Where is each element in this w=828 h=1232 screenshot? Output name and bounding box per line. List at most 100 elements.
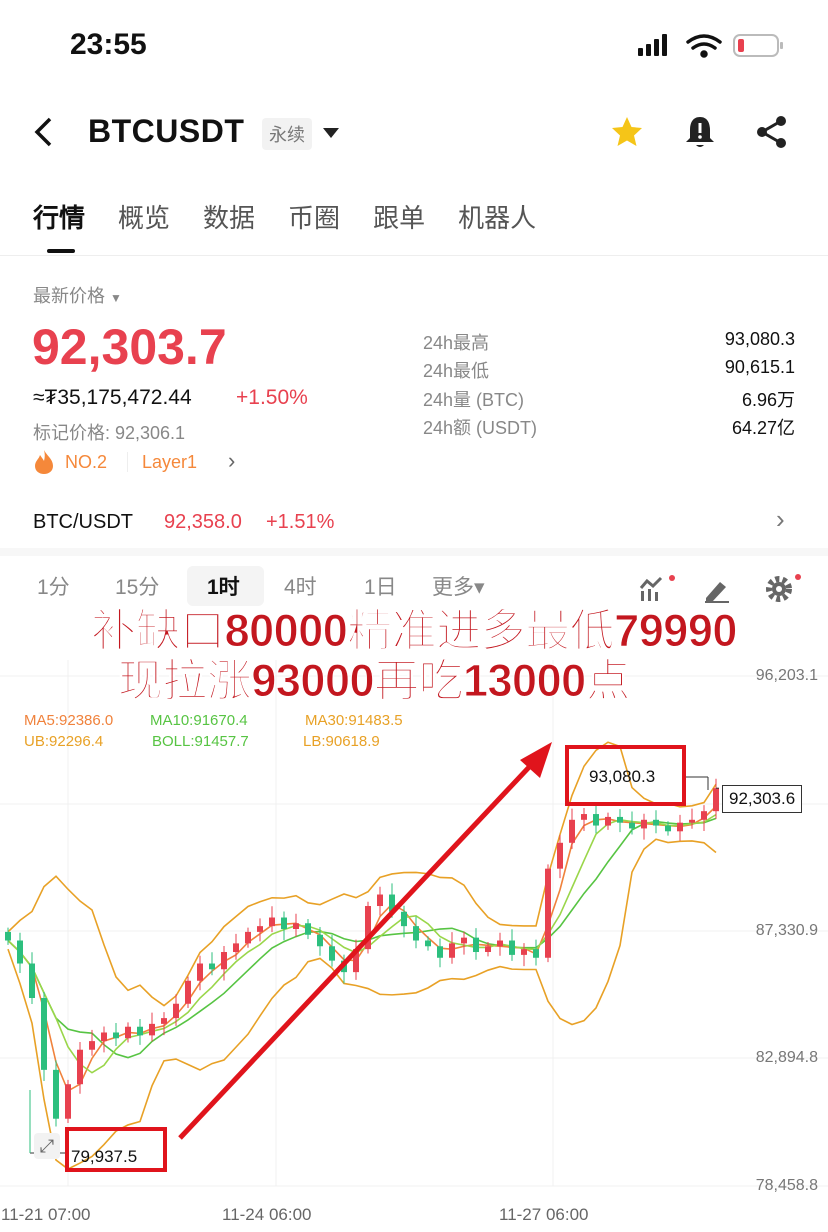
- candle-body: [77, 1049, 83, 1085]
- candle-body: [533, 949, 539, 958]
- symbol-title[interactable]: BTCUSDT: [88, 113, 245, 149]
- interval-15m[interactable]: 15分: [115, 576, 160, 599]
- tab-community[interactable]: 币圈: [288, 203, 341, 233]
- wifi-icon: [686, 34, 722, 58]
- share-icon[interactable]: [755, 115, 789, 149]
- main-tabs: 行情 概览 数据 币圈 跟单 机器人: [33, 198, 537, 253]
- candle-body: [521, 949, 527, 955]
- candle-body: [5, 931, 11, 941]
- gear-icon[interactable]: [764, 572, 808, 604]
- candle-body: [149, 1023, 155, 1036]
- back-icon[interactable]: [32, 116, 56, 148]
- candle-body: [161, 1018, 167, 1024]
- rank-badge[interactable]: NO.2: [65, 452, 108, 472]
- candle-body: [665, 825, 671, 832]
- fire-icon: [35, 450, 53, 474]
- candle-body: [317, 934, 323, 947]
- interval-4h[interactable]: 4时: [284, 576, 317, 599]
- spot-price: 92,358.0: [164, 511, 242, 533]
- expand-icon[interactable]: ⤢: [34, 1133, 60, 1159]
- candle-body: [329, 946, 335, 961]
- candle-body: [197, 963, 203, 981]
- tab-market[interactable]: 行情: [33, 198, 85, 253]
- candle-body: [305, 923, 311, 935]
- x-tick: 11-21 07:00: [1, 1205, 91, 1224]
- ma10-line: [7, 813, 717, 1074]
- candle-body: [185, 980, 191, 1004]
- candle-body: [449, 943, 455, 958]
- chevron-down-icon[interactable]: [322, 126, 340, 140]
- chevron-right-icon: ›: [776, 504, 785, 534]
- star-icon[interactable]: [610, 115, 644, 149]
- candle-body: [41, 997, 47, 1070]
- high-price-label: 93,080.3: [589, 767, 656, 786]
- candle-body: [29, 963, 35, 998]
- annotation-arrow: [178, 762, 534, 1140]
- candle-body: [593, 814, 599, 826]
- interval-1m[interactable]: 1分: [37, 576, 70, 599]
- candle-body: [581, 814, 587, 820]
- section-gap: [0, 548, 828, 556]
- candle-body: [485, 946, 491, 953]
- candle-body: [677, 822, 683, 832]
- candle-body: [509, 940, 515, 955]
- indicator-icon[interactable]: [638, 574, 682, 604]
- sector-tag[interactable]: Layer1: [142, 452, 198, 472]
- interval-1d[interactable]: 1日: [364, 576, 397, 599]
- tab-bot[interactable]: 机器人: [458, 203, 537, 233]
- low-highlight-box: 79,937.5: [65, 1127, 167, 1172]
- interval-1h[interactable]: 1时: [207, 576, 240, 599]
- candle-body: [53, 1069, 59, 1119]
- ma5-line: [7, 805, 717, 1093]
- candle-body: [713, 788, 719, 812]
- contract-tag: 永续: [262, 118, 312, 150]
- spot-change: +1.51%: [266, 511, 335, 533]
- status-icons: [638, 34, 783, 58]
- x-tick: 11-24 06:00: [222, 1205, 312, 1224]
- stat-value: 64.27亿: [731, 418, 795, 438]
- candle-body: [293, 923, 299, 930]
- bell-alert-icon[interactable]: [684, 114, 716, 150]
- candle-body: [557, 842, 563, 869]
- interval-more[interactable]: 更多▾: [432, 576, 485, 599]
- price-type-select[interactable]: 最新价格 ▼: [33, 286, 122, 306]
- y-tick: 82,894.8: [755, 1049, 818, 1066]
- candle-body: [269, 917, 275, 927]
- candle-body: [473, 937, 479, 953]
- fiat-price: ≈₮35,175,472.44: [33, 386, 192, 409]
- ma10-label: MA10:91670.4: [150, 712, 248, 729]
- candle-body: [497, 940, 503, 947]
- tab-overview[interactable]: 概览: [118, 203, 171, 233]
- candle-body: [137, 1026, 143, 1036]
- tab-data[interactable]: 数据: [203, 203, 256, 233]
- price-change: +1.50%: [236, 386, 308, 409]
- arrow-head-icon: [520, 742, 552, 778]
- lb-label: LB:90618.9: [303, 733, 380, 750]
- y-tick: 96,203.1: [755, 667, 818, 684]
- candlestick-chart[interactable]: [0, 620, 828, 1232]
- overlay-caption-line1: 补缺口80000精准进多最低79990: [91, 605, 738, 656]
- candle-body: [617, 816, 623, 823]
- boll-lower-band: [7, 838, 717, 1170]
- overlay-caption-line2: 现拉涨93000再吃13000点: [117, 655, 631, 706]
- candle-body: [257, 926, 263, 932]
- candle-body: [377, 894, 383, 907]
- spot-pair-row[interactable]: BTC/USDT 92,358.0 +1.51% ›: [0, 500, 828, 544]
- chevron-right-icon[interactable]: ›: [228, 448, 236, 473]
- spot-pair: BTC/USDT: [33, 511, 133, 533]
- y-tick: 78,458.8: [755, 1177, 818, 1194]
- candle-body: [113, 1032, 119, 1039]
- candle-body: [389, 894, 395, 912]
- boll-label: BOLL:91457.7: [152, 733, 249, 750]
- tab-copy-trade[interactable]: 跟单: [373, 203, 426, 233]
- candle-body: [569, 819, 575, 843]
- y-tick: 87,330.9: [755, 922, 818, 939]
- stat-label: 24h最低: [423, 361, 490, 381]
- candle-body: [101, 1032, 107, 1042]
- stat-label: 24h量 (BTC): [423, 390, 525, 410]
- draw-pen-icon[interactable]: [702, 576, 732, 604]
- candle-body: [641, 819, 647, 829]
- low-price-label: 79,937.5: [71, 1147, 138, 1166]
- ub-label: UB:92296.4: [24, 733, 104, 750]
- candle-body: [221, 952, 227, 970]
